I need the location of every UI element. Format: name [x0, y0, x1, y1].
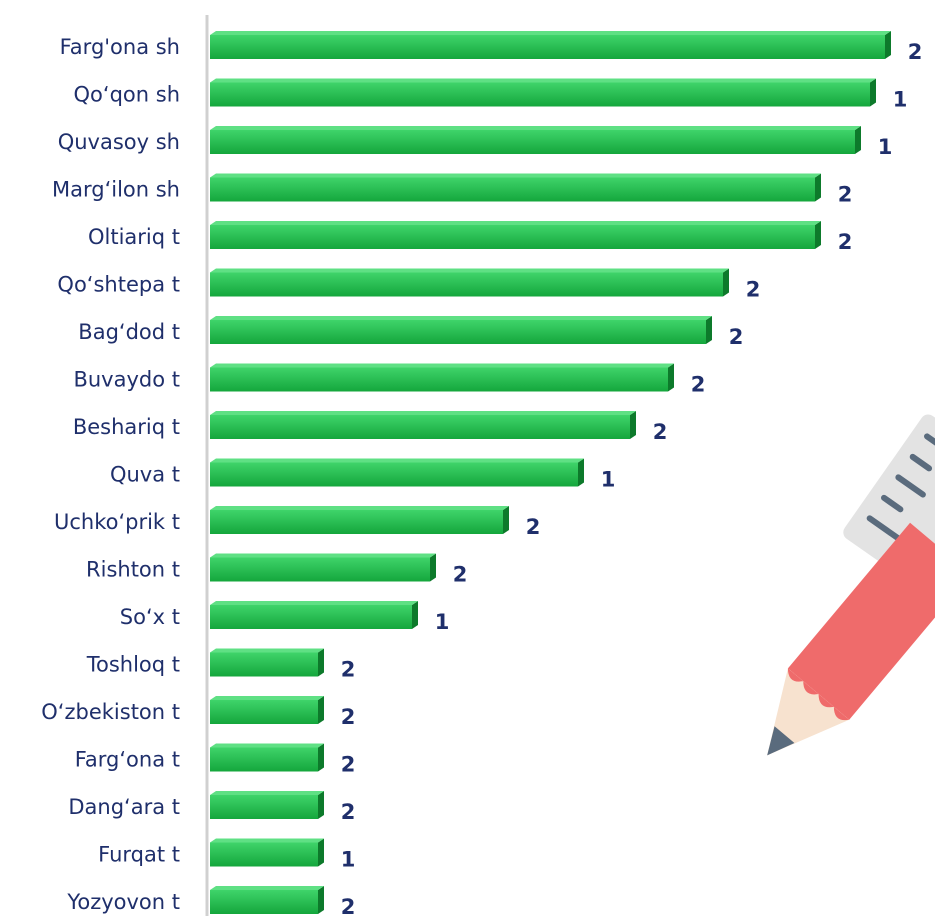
bar: [210, 463, 578, 487]
bar-top: [210, 79, 876, 83]
bar-side: [815, 174, 821, 202]
y-tick-label: Farg'ona sh: [60, 35, 180, 59]
bar: [210, 130, 855, 154]
y-tick-label: Qo‘qon sh: [74, 83, 180, 107]
y-tick-label: Dang‘ara t: [68, 795, 180, 819]
bar-top: [210, 554, 436, 558]
bar-top: [210, 411, 636, 415]
bar-top: [210, 601, 418, 605]
bar-side: [815, 221, 821, 249]
annotation: 2: [691, 373, 706, 397]
bar-top: [210, 839, 324, 843]
bar-top: [210, 269, 729, 273]
annotation: 2: [341, 895, 356, 916]
bar-side: [318, 744, 324, 772]
bar-top: [210, 791, 324, 795]
y-tick-label: Rishton t: [86, 558, 180, 582]
bar-side: [318, 791, 324, 819]
bar-side: [318, 696, 324, 724]
bar: [210, 558, 430, 582]
annotation: 1: [341, 848, 356, 872]
y-tick-label: Marg‘ilon sh: [52, 178, 180, 202]
bar-side: [723, 269, 729, 297]
y-tick-label: Qo‘shtepa t: [57, 273, 180, 297]
bar-side: [578, 459, 584, 487]
annotation: 2: [341, 800, 356, 824]
bar: [210, 83, 870, 107]
bar: [210, 368, 668, 392]
bar: [210, 653, 318, 677]
bar-side: [430, 554, 436, 582]
annotation: 2: [838, 230, 853, 254]
annotation: 1: [878, 135, 893, 159]
annotation: 2: [453, 563, 468, 587]
bar: [210, 700, 318, 724]
bar: [210, 225, 815, 249]
bar-side: [885, 31, 891, 59]
annotation: 2: [908, 40, 923, 64]
bar: [210, 795, 318, 819]
y-tick-label: Furqat t: [98, 843, 180, 867]
annotation: 1: [435, 610, 450, 634]
y-tick-label: Uchko‘prik t: [54, 510, 180, 534]
bar: [210, 890, 318, 914]
annotation: 2: [341, 705, 356, 729]
bar-top: [210, 744, 324, 748]
annotation: 2: [526, 515, 541, 539]
y-tick-label: Beshariq t: [73, 415, 180, 439]
annotation: 2: [838, 183, 853, 207]
bar-top: [210, 696, 324, 700]
annotation: 1: [601, 468, 616, 492]
annotation: 2: [653, 420, 668, 444]
y-tick-label: Quvasoy sh: [58, 130, 180, 154]
bar-top: [210, 364, 674, 368]
annotation: 2: [341, 753, 356, 777]
bar: [210, 35, 885, 59]
bar-side: [706, 316, 712, 344]
bar-side: [668, 364, 674, 392]
bar: [210, 748, 318, 772]
bar: [210, 415, 630, 439]
y-tick-label: Farg‘ona t: [75, 748, 180, 772]
y-tick-label: Yozyovon t: [66, 890, 180, 914]
bar: [210, 273, 723, 297]
bar: [210, 510, 503, 534]
bar-top: [210, 316, 712, 320]
bar-top: [210, 886, 324, 890]
pencil-illustration: [737, 411, 935, 781]
bar-side: [318, 886, 324, 914]
y-tick-label: Oltiariq t: [88, 225, 180, 249]
y-tick-label: Bag‘dod t: [78, 320, 180, 344]
bar-top: [210, 506, 509, 510]
y-tick-label: O‘zbekiston t: [41, 700, 180, 724]
y-tick-label: Quva t: [110, 463, 180, 487]
y-tick-label: So‘x t: [120, 605, 180, 629]
chart: Farg'ona sh 2 Qo‘qon sh 1 Quvasoy sh 1 Marg‘il…: [0, 0, 935, 916]
bar-top: [210, 31, 891, 35]
bar-top: [210, 126, 861, 130]
bar-top: [210, 174, 821, 178]
bar-side: [870, 79, 876, 107]
y-tick-label: Buvaydo t: [73, 368, 180, 392]
bar-side: [318, 649, 324, 677]
bar-top: [210, 221, 821, 225]
annotation: 2: [746, 278, 761, 302]
bar: [210, 320, 706, 344]
y-tick-label: Toshloq t: [86, 653, 180, 677]
bar: [210, 843, 318, 867]
annotation: 1: [893, 88, 908, 112]
bar-side: [318, 839, 324, 867]
bar-side: [630, 411, 636, 439]
annotation: 2: [729, 325, 744, 349]
bar-side: [855, 126, 861, 154]
bar: [210, 605, 412, 629]
bar-top: [210, 459, 584, 463]
bar-top: [210, 649, 324, 653]
bar-side: [503, 506, 509, 534]
bar: [210, 178, 815, 202]
annotation: 2: [341, 658, 356, 682]
bar-side: [412, 601, 418, 629]
